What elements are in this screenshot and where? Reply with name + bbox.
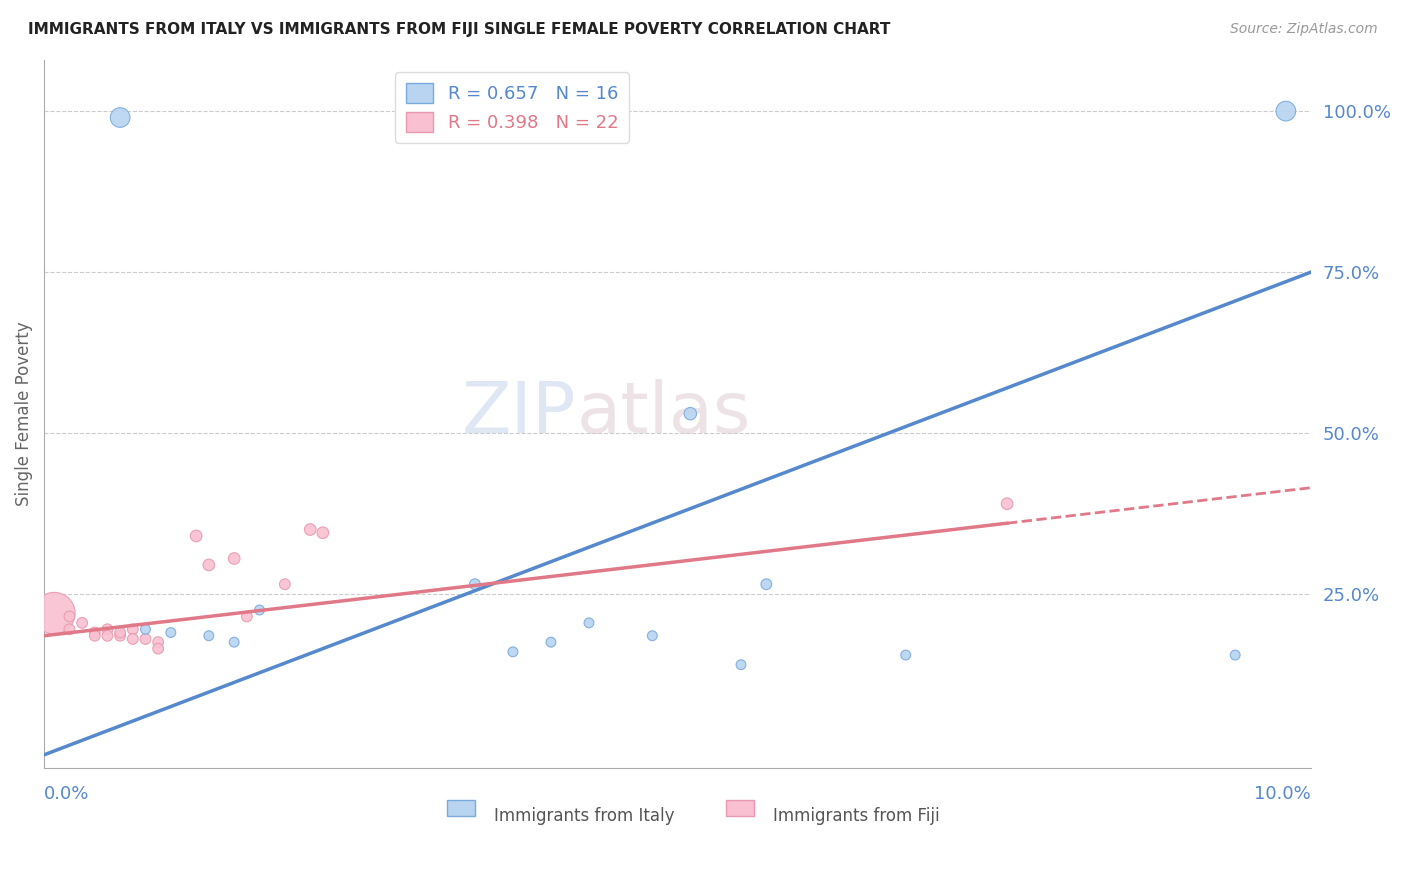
FancyBboxPatch shape (725, 800, 754, 816)
Point (540, 635, 562, 649)
Text: ZIP: ZIP (461, 379, 576, 448)
Point (995, 497, 1018, 511)
Point (679, 407, 702, 421)
Point (299, 523, 322, 537)
Point (249, 603, 271, 617)
Point (58, 622, 80, 636)
Point (108, 629, 131, 643)
Point (44, 606, 66, 620)
Point (1223, 648, 1246, 662)
Point (1275, 104, 1298, 119)
Point (58, 609, 80, 624)
Point (224, 635, 246, 649)
Y-axis label: Single Female Poverty: Single Female Poverty (15, 321, 32, 506)
Point (121, 622, 143, 636)
Point (755, 577, 778, 591)
Point (96, 622, 118, 636)
Text: IMMIGRANTS FROM ITALY VS IMMIGRANTS FROM FIJI SINGLE FEMALE POVERTY CORRELATION : IMMIGRANTS FROM ITALY VS IMMIGRANTS FROM… (28, 22, 890, 37)
Point (198, 558, 221, 572)
Point (134, 622, 156, 636)
Point (108, 625, 131, 640)
Text: atlas: atlas (576, 379, 751, 448)
Point (236, 609, 259, 624)
Point (146, 635, 169, 649)
Point (83, 629, 105, 643)
Point (274, 577, 297, 591)
Text: Source: ZipAtlas.com: Source: ZipAtlas.com (1230, 22, 1378, 37)
Point (186, 529, 208, 543)
Point (894, 648, 917, 662)
Point (578, 615, 600, 630)
Text: 0.0%: 0.0% (44, 786, 90, 804)
Point (730, 657, 752, 672)
Point (464, 577, 486, 591)
FancyBboxPatch shape (447, 800, 475, 816)
Legend: R = 0.657   N = 16, R = 0.398   N = 22: R = 0.657 N = 16, R = 0.398 N = 22 (395, 72, 628, 143)
Point (198, 629, 221, 643)
Text: 10.0%: 10.0% (1254, 786, 1312, 804)
Point (108, 111, 131, 125)
Point (146, 641, 169, 656)
Point (502, 645, 524, 659)
Point (312, 525, 335, 540)
Point (83, 625, 105, 640)
Point (224, 551, 246, 566)
Point (96, 629, 118, 643)
Text: Immigrants from Fiji: Immigrants from Fiji (773, 806, 939, 824)
Point (641, 629, 664, 643)
Point (121, 632, 143, 646)
Text: Immigrants from Italy: Immigrants from Italy (494, 806, 675, 824)
Point (70, 615, 93, 630)
Point (159, 625, 181, 640)
Point (134, 632, 156, 646)
